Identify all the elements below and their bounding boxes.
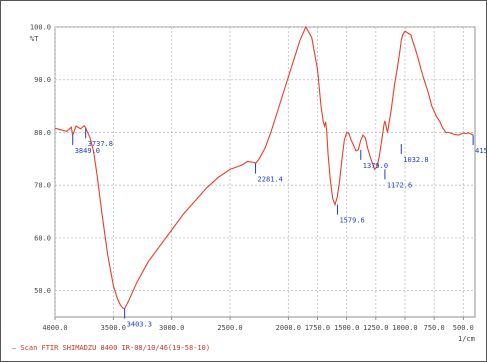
x-tick-label: 500.0 [453, 324, 474, 332]
x-tick-label: 1250.0 [363, 324, 388, 332]
y-tick-label: 60.0 [34, 234, 51, 242]
peak-label: 3403.3 [127, 321, 152, 329]
y-axis-label: %T [30, 35, 39, 43]
x-unit-label: 1/cm [458, 335, 475, 343]
x-tick-labels: 4000.0 3500.0 3000.0 2500.0 2000.0 1750.0 1500… [42, 317, 474, 332]
peak-label: 3737.8 [88, 140, 113, 148]
x-tick-label: 4000.0 [42, 324, 67, 332]
peak-label: 2281.4 [258, 176, 283, 184]
x-tick-label: 2000.0 [276, 324, 301, 332]
peak-label: 1379.0 [363, 162, 388, 170]
spectrum-line [54, 25, 474, 310]
y-tick-labels: 100.0 90.0 80.0 70.0 60.0 50.0 [30, 24, 51, 296]
y-tick-label: 50.0 [34, 287, 51, 295]
x-tick-label: 3000.0 [159, 324, 184, 332]
x-tick-label: 1750.0 [305, 324, 330, 332]
y-tick-label: 90.0 [34, 76, 51, 84]
spectrum-series [54, 25, 474, 310]
scan-info-footer: — Scan FTIR SHIMADZU 8400 IR-08/10/46(19… [12, 344, 210, 352]
peak-label: 1172.6 [387, 181, 412, 189]
y-tick-label: 70.0 [34, 182, 51, 190]
peak-label: 1579.6 [339, 217, 364, 225]
y-tick-label: 100.0 [30, 24, 51, 32]
peak-label: 415.8 [475, 147, 487, 155]
x-tick-label: 2500.0 [217, 324, 242, 332]
x-tick-label: 1000.0 [392, 324, 417, 332]
y-tick-label: 80.0 [34, 129, 51, 137]
peak-label: 1032.8 [403, 156, 428, 164]
x-tick-label: 1500.0 [334, 324, 359, 332]
peak-label: 3849.0 [75, 147, 100, 155]
x-tick-label: 750.0 [424, 324, 445, 332]
grid-lines [54, 26, 475, 317]
x-tick-label: 3500.0 [101, 324, 126, 332]
